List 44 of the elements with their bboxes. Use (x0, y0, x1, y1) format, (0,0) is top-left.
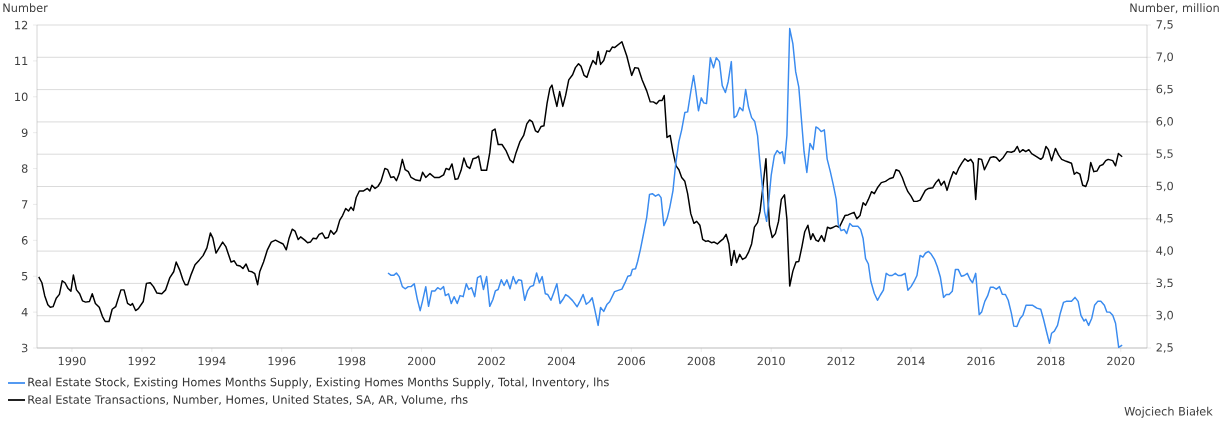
y-tick-label: 8 (21, 164, 28, 173)
x-tick-label: 1994 (198, 356, 226, 366)
x-tick-label: 2012 (827, 356, 855, 366)
x-tick-label: 2006 (617, 356, 646, 366)
x-tick-label: 2010 (757, 356, 785, 366)
line-series (387, 27, 1123, 348)
y2-tick-label: 5,0 (1156, 181, 1173, 192)
x-tick-label: 2014 (897, 356, 925, 366)
y-tick-label: 12 (15, 20, 28, 30)
y-tick-label: 11 (15, 56, 28, 66)
x-tick-label: 2018 (1037, 356, 1065, 366)
y2-tick-label: 6,0 (1156, 117, 1173, 127)
y-tick-label: 9 (21, 128, 28, 137)
y-tick-label: 6 (21, 236, 28, 245)
legend-label: Real Estate Stock, Existing Homes Months Supply, Existing Homes Months Supply, Total, Inventory, lhs (28, 377, 609, 389)
y2-tick-label: 3,0 (1156, 310, 1173, 321)
y-tick-label: 7 (22, 200, 28, 209)
x-tick-label: 1996 (268, 356, 296, 366)
y2-axis-title: Number, million (1130, 3, 1219, 14)
x-tick-label: 1990 (58, 356, 86, 366)
x-tick-label: 2000 (407, 356, 436, 366)
line-series (38, 41, 1123, 323)
y2-tick-label: 5,5 (1156, 149, 1173, 159)
y-tick-label: 10 (15, 92, 28, 102)
y2-tick-label: 2,5 (1156, 343, 1173, 353)
x-tick-label: 2016 (967, 356, 995, 366)
y-tick-label: 4 (21, 307, 28, 317)
y2-tick-label: 7,0 (1156, 52, 1173, 63)
y-tick-label: 3 (21, 343, 28, 353)
y2-tick-label: 4,0 (1156, 246, 1173, 256)
y-axis-title: Number (3, 3, 48, 13)
x-tick-label: 2008 (687, 356, 715, 366)
y2-tick-label: 7,5 (1156, 20, 1173, 30)
x-tick-label: 1998 (338, 356, 366, 366)
y2-tick-label: 6,5 (1156, 84, 1173, 95)
x-tick-label: 2004 (547, 356, 576, 366)
y2-tick-label: 4,5 (1156, 214, 1173, 224)
x-tick-label: 1992 (128, 356, 156, 366)
x-tick-label: 2020 (1107, 356, 1135, 366)
y2-tick-label: 3,5 (1156, 278, 1173, 289)
legend-label: Real Estate Transactions, Number, Homes, United States, SA, AR, Volume, rhs (28, 395, 468, 405)
y-tick-label: 5 (21, 272, 28, 281)
text: Wojciech Białek (1124, 406, 1213, 418)
x-tick-label: 2002 (477, 356, 505, 366)
